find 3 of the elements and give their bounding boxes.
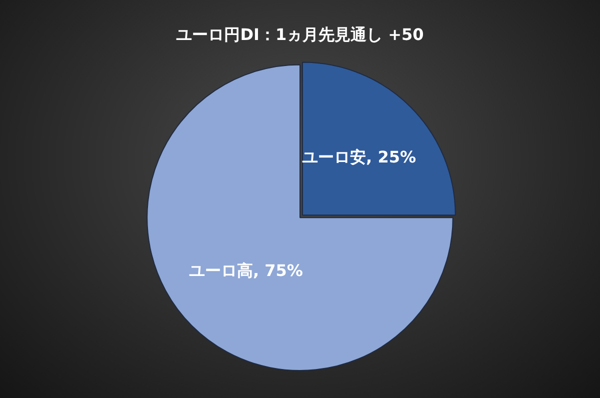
slice-label: ユーロ高, 75% [188, 260, 303, 280]
chart-title: ユーロ円DI：1ヵ月先見通し +50 [176, 24, 424, 44]
slice-label: ユーロ安, 25% [302, 148, 416, 167]
